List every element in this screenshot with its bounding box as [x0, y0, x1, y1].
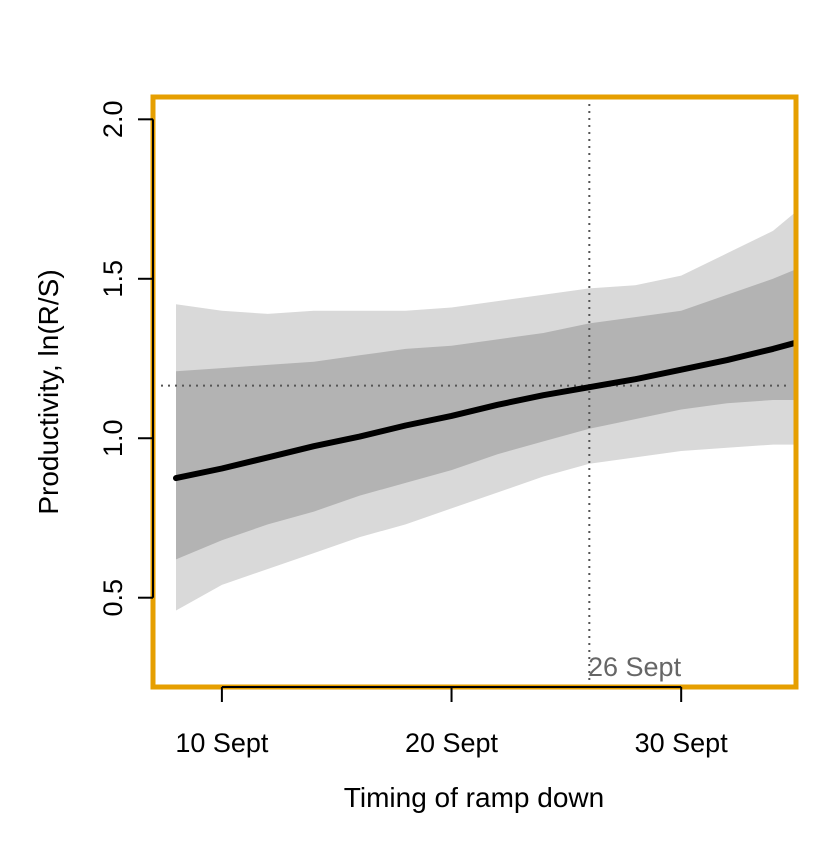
- reference-date-label: 26 Sept: [588, 652, 682, 682]
- y-tick-label: 1.5: [98, 260, 128, 298]
- median-line: [173, 339, 796, 482]
- y-axis: 0.5 1.0 1.5 2.0: [98, 101, 154, 617]
- x-axis: 10 Sept 20 Sept 30 Sept: [175, 686, 729, 758]
- inner-interval-band: [176, 269, 796, 560]
- median-series: [173, 339, 796, 482]
- y-tick-label: 0.5: [98, 579, 128, 617]
- y-tick-label: 1.0: [98, 419, 128, 457]
- y-axis-label: Productivity, ln(R/S): [33, 269, 64, 514]
- interval-bands: [176, 211, 796, 611]
- reference-lines: [161, 97, 790, 687]
- x-tick-label: 20 Sept: [405, 728, 499, 758]
- y-tick-label: 2.0: [98, 101, 128, 139]
- x-tick-label: 30 Sept: [635, 728, 729, 758]
- x-axis-label: Timing of ramp down: [344, 782, 604, 813]
- x-tick-label: 10 Sept: [175, 728, 269, 758]
